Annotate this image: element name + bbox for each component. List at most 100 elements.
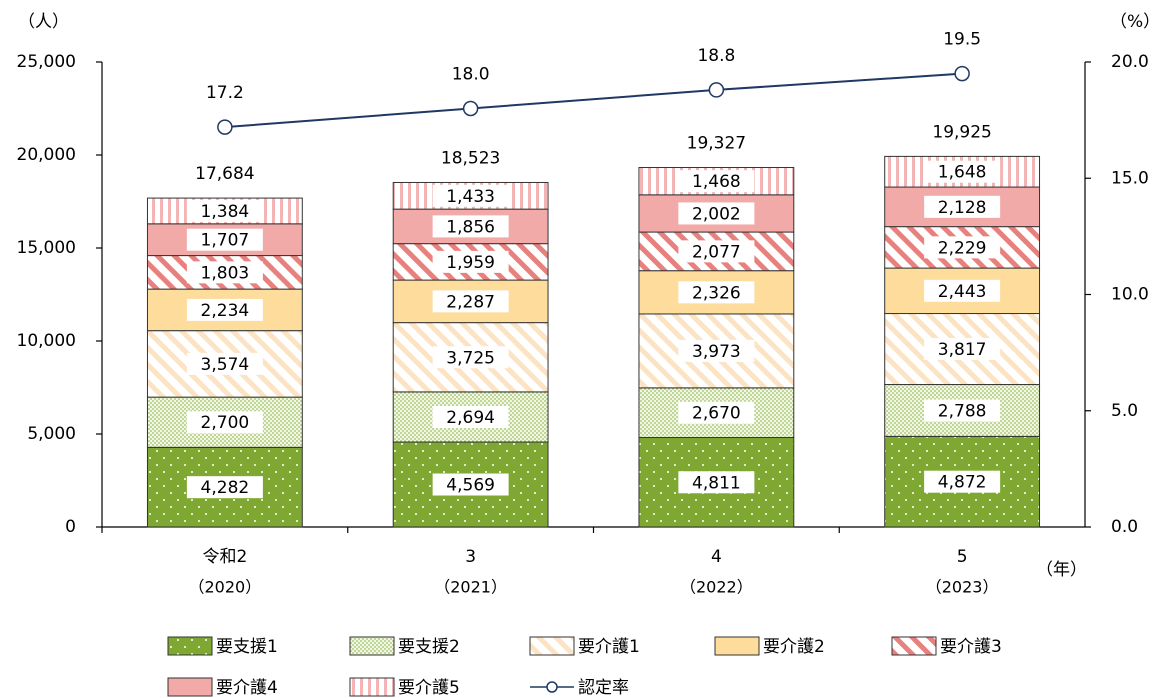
value-label: 2,670 <box>692 404 741 424</box>
x-tick-label: 5 <box>957 547 968 567</box>
value-label: 3,725 <box>446 348 495 368</box>
y2-tick-label: 20.0 <box>1111 52 1149 72</box>
label-box <box>924 470 1001 493</box>
value-label: 2,700 <box>201 413 250 433</box>
label-box <box>186 261 263 284</box>
label-box <box>924 160 1001 183</box>
line-value-label: 18.0 <box>452 65 490 85</box>
line-marker <box>708 82 725 98</box>
line-marker <box>954 65 970 82</box>
total-label: 18,523 <box>441 148 500 168</box>
legend-label: 要介護4 <box>216 678 278 698</box>
value-label: 1,433 <box>446 187 495 207</box>
value-label: 1,384 <box>201 202 250 222</box>
legend-swatch <box>349 636 395 656</box>
value-label: 1,707 <box>201 231 250 251</box>
value-label: 2,128 <box>938 198 987 218</box>
legend-swatch <box>167 636 213 656</box>
value-label: 3,574 <box>201 355 250 375</box>
label-box <box>186 228 263 251</box>
line-value-label: 17.2 <box>206 83 244 103</box>
line-marker <box>462 100 479 117</box>
label-box <box>678 202 755 225</box>
y2-tick-label: 5.0 <box>1111 401 1138 421</box>
label-box <box>432 473 509 496</box>
legend-label: 要介護2 <box>763 637 825 657</box>
y-tick-label: 20,000 <box>17 145 76 165</box>
label-box <box>678 240 755 263</box>
value-label: 2,002 <box>692 204 741 224</box>
value-label: 2,694 <box>446 408 495 428</box>
value-label: 1,468 <box>692 172 741 192</box>
legend-swatch <box>349 677 395 697</box>
value-label: 2,326 <box>692 283 741 303</box>
value-label: 4,282 <box>201 478 250 498</box>
label-box <box>432 184 509 207</box>
label-box <box>678 281 755 304</box>
x-tick-year: （2021） <box>434 578 507 597</box>
line <box>224 72 963 129</box>
value-label: 2,229 <box>938 238 987 258</box>
value-label: 4,811 <box>692 473 741 493</box>
total-label: 17,684 <box>195 164 254 184</box>
label-box <box>186 352 263 375</box>
label-box <box>678 170 755 193</box>
legend-label: 要介護3 <box>940 637 1002 657</box>
value-label: 3,817 <box>938 340 987 360</box>
label-box <box>924 338 1001 361</box>
line-marker <box>217 119 233 135</box>
label-box <box>678 471 755 494</box>
value-label: 2,287 <box>446 292 495 312</box>
legend-swatch <box>167 677 213 697</box>
x-tick-label: 4 <box>711 547 722 567</box>
y-unit: （人） <box>18 12 69 32</box>
x-tick-year: （2022） <box>680 578 753 597</box>
label-box <box>432 250 509 273</box>
label-box <box>678 339 755 362</box>
total-label: 19,327 <box>687 134 746 154</box>
value-label: 2,077 <box>692 242 741 262</box>
value-label: 2,788 <box>938 401 987 421</box>
label-box <box>432 290 509 313</box>
label-box <box>432 215 509 238</box>
y-tick-label: 5,000 <box>27 424 76 444</box>
legend-swatch <box>714 636 760 656</box>
legend-label: 要介護1 <box>578 637 640 657</box>
label-box <box>924 399 1001 422</box>
label-box <box>432 346 509 369</box>
legend-swatch <box>891 636 937 656</box>
x-tick-year: （2023） <box>926 578 999 597</box>
value-label: 1,856 <box>446 217 495 237</box>
legend-swatch <box>529 636 575 656</box>
label-box <box>186 411 263 434</box>
value-label: 1,803 <box>201 263 250 283</box>
label-box <box>186 476 263 499</box>
label-box <box>924 195 1001 218</box>
y-tick-label: 0 <box>65 517 76 537</box>
value-label: 4,569 <box>446 476 495 496</box>
x-unit: （年） <box>1036 560 1087 580</box>
total-label: 19,925 <box>932 122 991 142</box>
label-box <box>432 405 509 428</box>
bar-segment <box>638 387 795 439</box>
y2-tick-label: 15.0 <box>1111 168 1149 188</box>
value-label: 4,872 <box>938 473 987 493</box>
value-label: 2,443 <box>938 282 987 302</box>
y-tick-label: 10,000 <box>17 331 76 351</box>
label-box <box>186 298 263 321</box>
value-label: 1,648 <box>938 163 987 183</box>
label-box <box>924 236 1001 259</box>
line-value-label: 18.8 <box>697 46 735 66</box>
legend-label: 要支援2 <box>398 637 460 657</box>
value-label: 2,234 <box>201 301 250 321</box>
label-box <box>186 199 263 222</box>
legend-label: 要介護5 <box>398 678 460 698</box>
label-box <box>678 401 755 424</box>
value-label: 1,959 <box>446 253 495 273</box>
line-value-label: 19.5 <box>943 30 981 50</box>
x-tick-year: （2020） <box>189 578 262 597</box>
y2-unit: （%） <box>1110 12 1160 32</box>
x-tick-label: 3 <box>465 547 476 567</box>
value-label: 3,973 <box>692 342 741 362</box>
